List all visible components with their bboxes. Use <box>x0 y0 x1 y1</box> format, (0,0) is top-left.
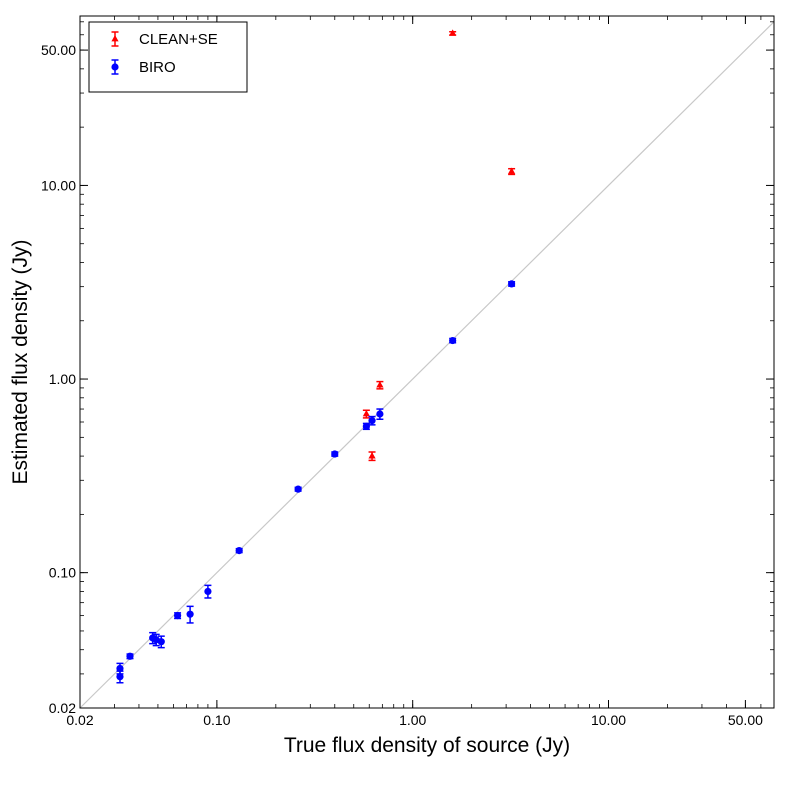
plot-layer <box>79 21 775 709</box>
x-axis-label: True flux density of source (Jy) <box>284 734 570 757</box>
circle-point <box>331 450 339 458</box>
y-tick-label: 50.00 <box>41 42 76 58</box>
x-tick-label: 0.02 <box>66 712 93 728</box>
circle-point <box>204 587 212 596</box>
triangle-point <box>508 167 516 174</box>
legend-marker <box>111 63 119 71</box>
circle-point <box>508 280 516 288</box>
identity-line <box>79 21 775 709</box>
circle-point <box>126 652 134 660</box>
series-clean-se <box>362 29 516 462</box>
y-tick-label: 0.02 <box>49 700 76 716</box>
x-tick-label: 1.00 <box>399 712 426 728</box>
circle-point <box>186 610 194 618</box>
ticks-layer: 0.02 0.10 1.00 10.00 50.00 0.02 0.10 1.00 10.00 5… <box>41 16 775 728</box>
circle-point <box>449 336 457 345</box>
y-tick-label: 0.10 <box>49 565 76 581</box>
circle-point <box>116 673 124 681</box>
circle-point <box>376 410 384 418</box>
y-axis-label: Estimated flux density (Jy) <box>9 239 32 484</box>
legend-label: CLEAN+SE <box>139 31 218 48</box>
plot-frame <box>79 15 775 709</box>
triangle-point <box>449 29 457 36</box>
y-tick-label: 1.00 <box>49 371 76 387</box>
x-tick-label: 0.10 <box>203 712 230 728</box>
circle-point <box>235 547 243 555</box>
x-tick-label: 10.00 <box>591 712 626 728</box>
y-tick-label: 10.00 <box>41 177 76 193</box>
series-biro <box>116 280 516 684</box>
circle-point <box>149 634 157 642</box>
triangle-point <box>376 381 384 388</box>
legend-label: BIRO <box>139 59 176 76</box>
circle-point <box>368 417 376 425</box>
circle-point <box>116 664 124 673</box>
legend: CLEAN+SE BIRO <box>88 21 248 93</box>
circle-point <box>294 485 302 493</box>
circle-point <box>173 612 182 620</box>
legend-marker <box>111 35 119 42</box>
x-tick-label: 50.00 <box>728 712 763 728</box>
triangle-point <box>362 410 370 417</box>
triangle-point <box>368 452 376 459</box>
circle-point <box>362 422 370 430</box>
